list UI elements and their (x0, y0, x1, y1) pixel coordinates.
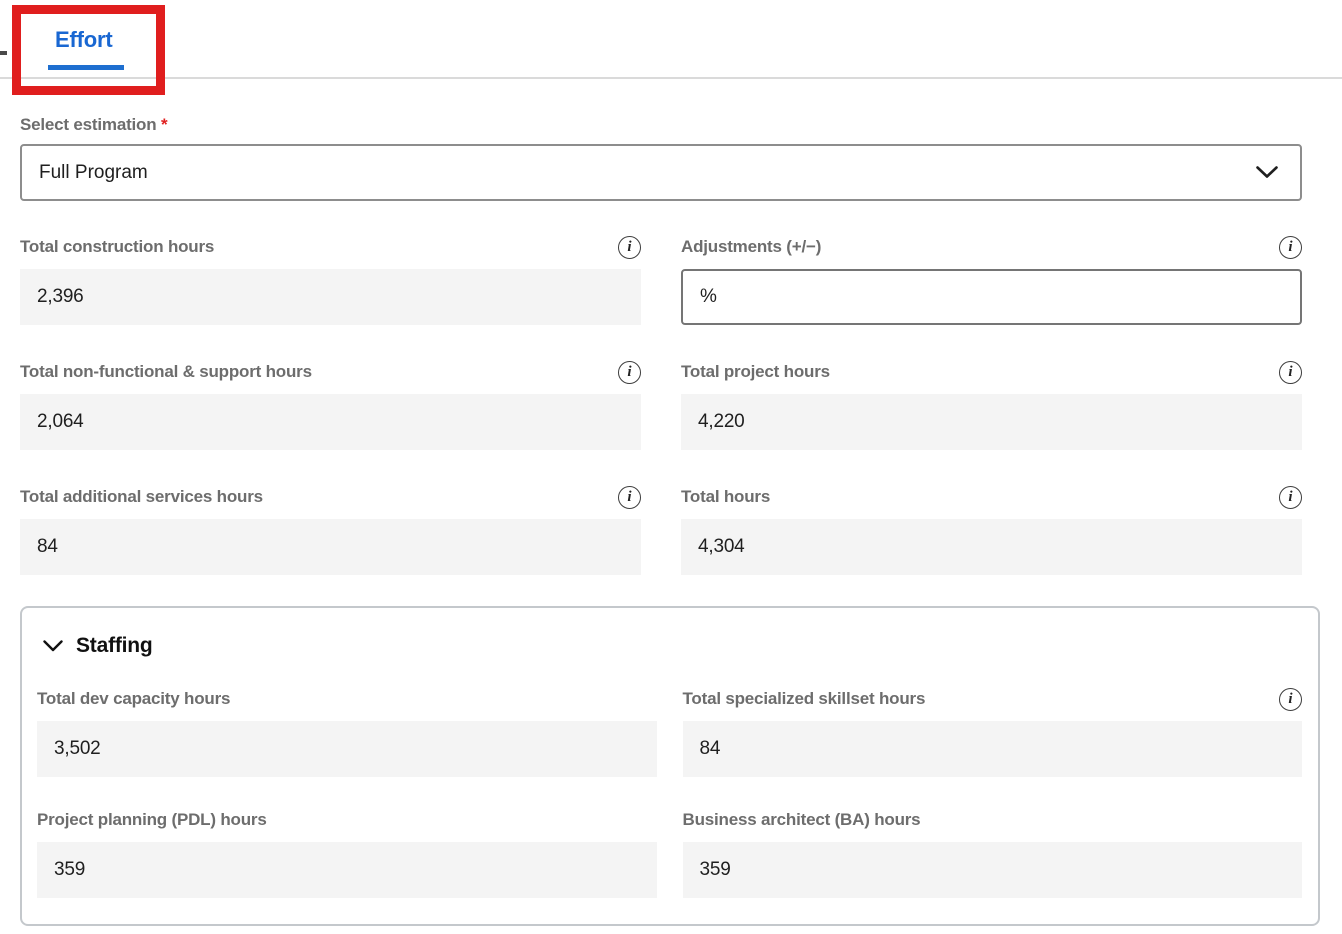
total-project-hours-value: 4,220 (681, 394, 1302, 450)
adjustments-label: Adjustments (+/−) (681, 237, 822, 256)
total-construction-hours-value: 2,396 (20, 269, 641, 325)
info-icon[interactable]: i (618, 360, 641, 384)
tab-effort[interactable]: Effort (48, 27, 124, 70)
select-estimation-group: Select estimation * Full Program (20, 115, 1322, 201)
chevron-down-icon (1256, 166, 1278, 178)
total-specialized-skillset-hours-value: 84 (682, 721, 1302, 777)
info-icon[interactable]: i (618, 235, 641, 259)
left-edge-mark (0, 51, 7, 55)
staffing-section-title: Staffing (76, 634, 153, 657)
total-dev-capacity-hours-value: 3,502 (37, 721, 657, 777)
field-total-nonfunctional-support-hours: Total non-functional & support hours i 2… (20, 359, 641, 450)
field-total-additional-services-hours: Total additional services hours i 84 (20, 484, 641, 575)
business-architect-ba-hours-value: 359 (682, 842, 1302, 898)
staffing-section: Staffing Total dev capacity hours 3,502 … (20, 606, 1320, 926)
field-business-architect-ba-hours: Business architect (BA) hours 359 (682, 807, 1302, 898)
total-additional-services-hours-value: 84 (20, 519, 641, 575)
total-additional-services-hours-label: Total additional services hours (20, 487, 263, 506)
info-icon[interactable]: i (618, 485, 641, 509)
effort-form: Select estimation * Full Program Total c… (0, 115, 1342, 926)
total-dev-capacity-hours-label: Total dev capacity hours (37, 689, 231, 708)
total-nonfunctional-support-hours-value: 2,064 (20, 394, 641, 450)
info-icon[interactable]: i (1279, 235, 1302, 259)
required-asterisk: * (160, 115, 168, 134)
total-project-hours-label: Total project hours (681, 362, 830, 381)
field-adjustments: Adjustments (+/−) i % (681, 234, 1302, 325)
field-total-project-hours: Total project hours i 4,220 (681, 359, 1302, 450)
tab-active-indicator (48, 65, 124, 70)
field-total-hours: Total hours i 4,304 (681, 484, 1302, 575)
info-icon[interactable]: i (1279, 360, 1302, 384)
total-construction-hours-label: Total construction hours (20, 237, 215, 256)
project-planning-pdl-hours-label: Project planning (PDL) hours (37, 810, 267, 829)
field-project-planning-pdl-hours: Project planning (PDL) hours 359 (37, 807, 657, 898)
business-architect-ba-hours-label: Business architect (BA) hours (682, 810, 921, 829)
select-estimation-label: Select estimation * (20, 115, 168, 134)
tab-bar: Effort (0, 0, 1342, 95)
staffing-fields-grid: Total dev capacity hours 3,502 Total spe… (37, 686, 1302, 898)
info-icon[interactable]: i (1279, 687, 1302, 711)
field-total-specialized-skillset-hours: Total specialized skillset hours i 84 (682, 686, 1302, 777)
total-hours-value: 4,304 (681, 519, 1302, 575)
adjustments-input[interactable]: % (681, 269, 1302, 325)
hours-fields-grid: Total construction hours i 2,396 Adjustm… (20, 234, 1302, 575)
select-estimation-dropdown[interactable]: Full Program (20, 144, 1302, 201)
field-total-dev-capacity-hours: Total dev capacity hours 3,502 (37, 686, 657, 777)
staffing-section-toggle[interactable]: Staffing (43, 634, 1302, 658)
total-nonfunctional-support-hours-label: Total non-functional & support hours (20, 362, 312, 381)
info-icon[interactable]: i (1279, 485, 1302, 509)
chevron-down-icon (43, 640, 63, 652)
project-planning-pdl-hours-value: 359 (37, 842, 657, 898)
total-specialized-skillset-hours-label: Total specialized skillset hours (682, 689, 926, 708)
tab-effort-label: Effort (55, 27, 113, 52)
total-hours-label: Total hours (681, 487, 771, 506)
field-total-construction-hours: Total construction hours i 2,396 (20, 234, 641, 325)
select-estimation-value: Full Program (39, 161, 148, 183)
